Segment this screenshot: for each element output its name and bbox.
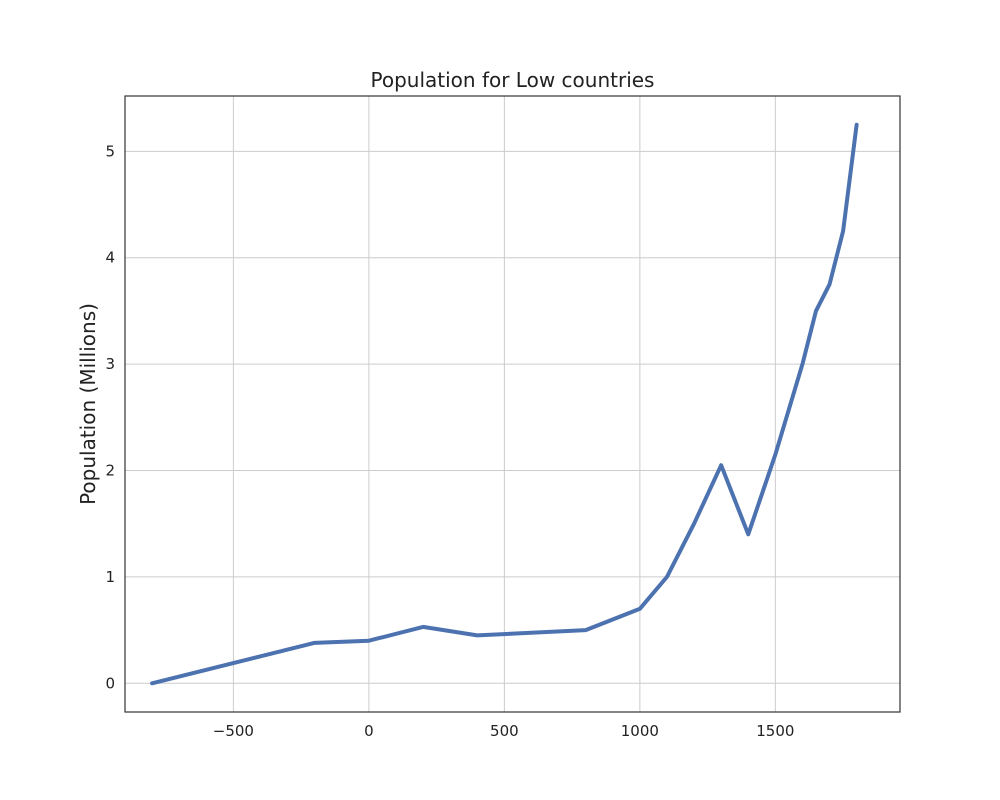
y-tick-label: 0 xyxy=(105,674,115,692)
y-tick-label: 2 xyxy=(105,461,115,479)
x-tick-label: 1500 xyxy=(756,722,794,740)
y-tick-labels: 0 1 2 3 4 5 xyxy=(105,142,115,692)
y-tick-label: 4 xyxy=(105,249,115,267)
x-tick-label: 500 xyxy=(490,722,519,740)
y-tick-label: 3 xyxy=(105,355,115,373)
plot-frame xyxy=(124,95,901,713)
series-line xyxy=(150,122,859,686)
x-tick-label: −500 xyxy=(213,722,254,740)
x-tick-label: 1000 xyxy=(621,722,659,740)
grid-lines xyxy=(125,96,900,712)
chart-title: Population for Low countries xyxy=(371,68,655,92)
y-axis-label: Population (Millions) xyxy=(76,303,100,505)
series-group xyxy=(150,122,859,686)
y-tick-label: 1 xyxy=(105,568,115,586)
x-tick-label: 0 xyxy=(364,722,374,740)
y-tick-label: 5 xyxy=(105,142,115,160)
x-tick-labels: −500 0 500 1000 1500 xyxy=(213,722,795,740)
